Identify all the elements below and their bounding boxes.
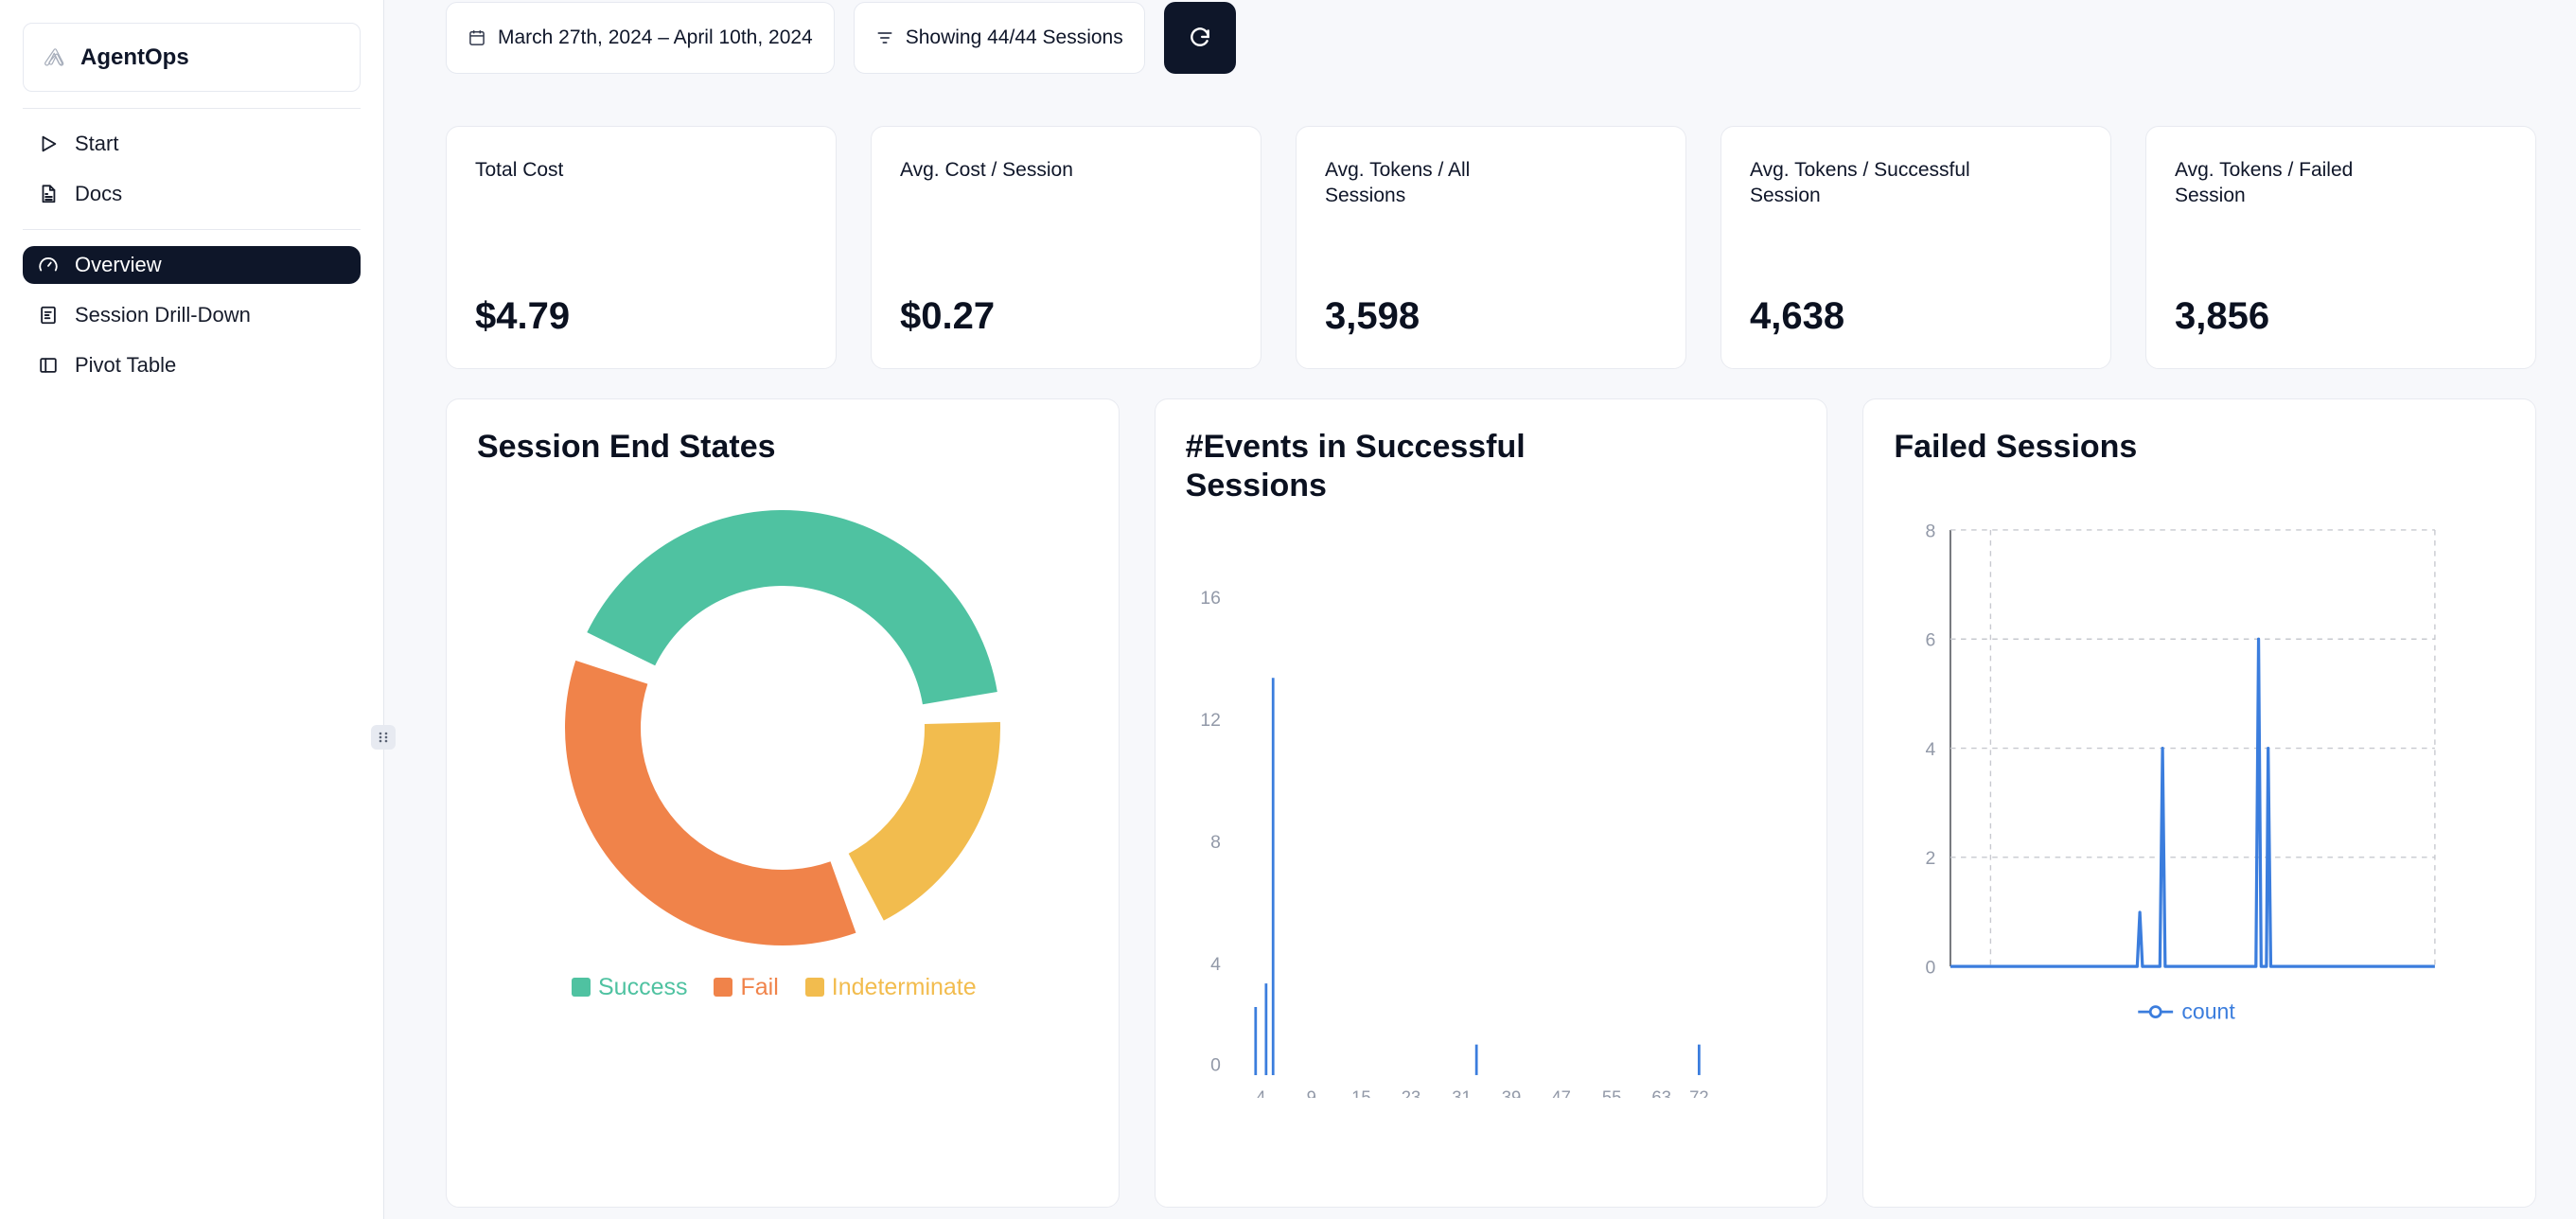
svg-text:39: 39: [1501, 1086, 1521, 1098]
svg-text:15: 15: [1351, 1086, 1371, 1098]
svg-text:4: 4: [1256, 1086, 1265, 1098]
svg-text:47: 47: [1551, 1086, 1571, 1098]
svg-text:72: 72: [1689, 1086, 1709, 1098]
svg-text:16: 16: [1200, 587, 1221, 608]
svg-text:63: 63: [1651, 1086, 1671, 1098]
svg-text:12: 12: [1200, 710, 1221, 731]
svg-text:9: 9: [1306, 1086, 1315, 1098]
svg-text:2: 2: [1926, 848, 1936, 869]
svg-text:8: 8: [1926, 521, 1936, 541]
svg-text:4: 4: [1210, 954, 1221, 975]
svg-text:6: 6: [1926, 629, 1936, 650]
svg-text:55: 55: [1602, 1086, 1622, 1098]
svg-text:8: 8: [1210, 832, 1221, 853]
svg-text:0: 0: [1210, 1054, 1221, 1075]
svg-text:31: 31: [1452, 1086, 1472, 1098]
svg-text:4: 4: [1926, 739, 1936, 760]
svg-text:count: count: [2182, 998, 2236, 1023]
svg-text:0: 0: [1926, 957, 1936, 978]
svg-text:23: 23: [1401, 1086, 1420, 1098]
